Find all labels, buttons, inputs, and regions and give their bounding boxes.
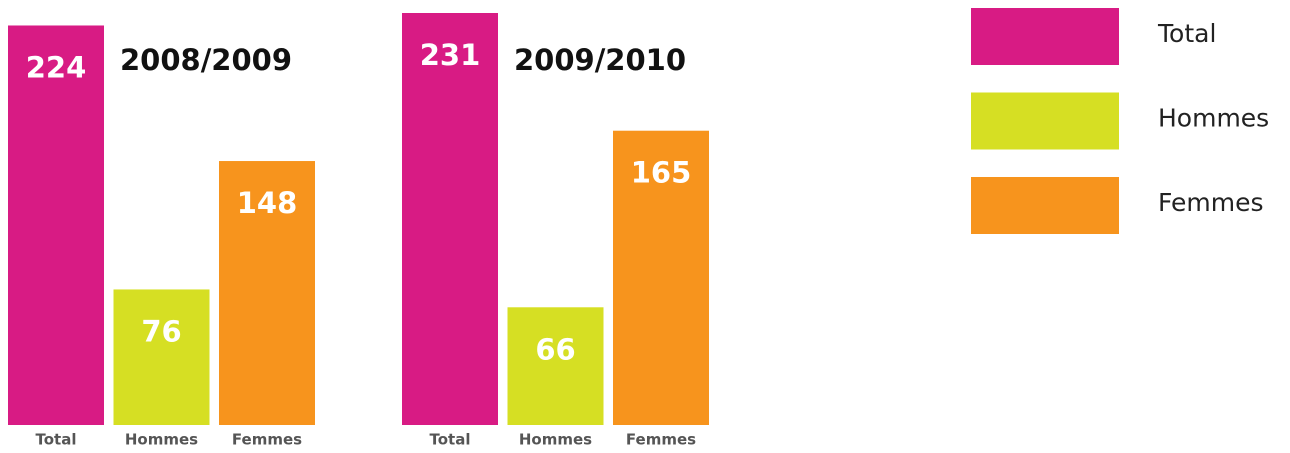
legend-label: Femmes [1158, 188, 1264, 217]
legend-swatch [971, 92, 1119, 150]
bar [8, 25, 104, 425]
legend-label: Total [1157, 19, 1216, 48]
value-label: 165 [631, 156, 692, 190]
category-label: Hommes [519, 431, 592, 449]
legend-label: Hommes [1158, 104, 1269, 133]
legend-swatch [971, 8, 1119, 65]
bar [507, 307, 604, 425]
bar [219, 161, 315, 425]
category-label: Femmes [626, 431, 696, 449]
value-label: 76 [141, 314, 181, 348]
category-label: Femmes [232, 431, 302, 449]
value-label: 224 [26, 50, 87, 84]
legend-swatch [971, 177, 1119, 234]
value-label: 231 [420, 38, 481, 72]
group-title: 2009/2010 [514, 43, 686, 77]
group-title: 2008/2009 [120, 43, 292, 77]
bar [613, 130, 709, 425]
value-label: 148 [237, 186, 298, 220]
category-label: Hommes [125, 431, 198, 449]
category-label: Total [36, 431, 77, 449]
bar [113, 289, 210, 425]
value-label: 66 [535, 332, 575, 366]
category-label: Total [430, 431, 471, 449]
bar [402, 13, 498, 425]
